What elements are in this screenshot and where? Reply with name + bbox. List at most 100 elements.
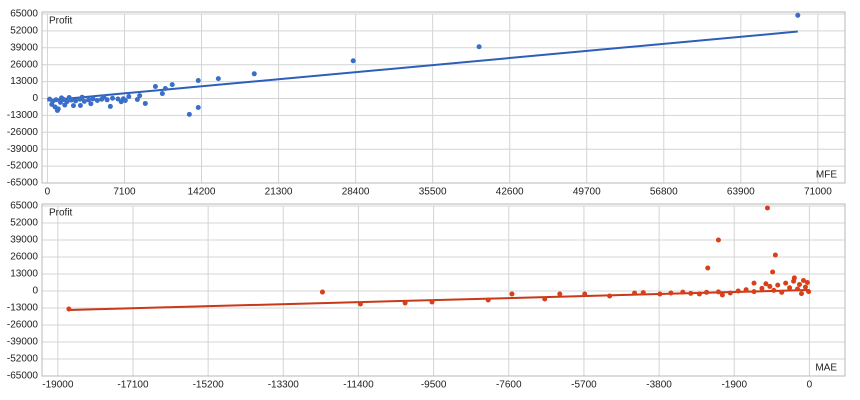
x-tick-label: -9500 (421, 380, 447, 391)
point (57, 99, 63, 105)
x-tick-label: 0 (807, 380, 813, 391)
point (81, 98, 87, 104)
x-tick-label: -7600 (496, 380, 522, 391)
x-tick-label: -11400 (343, 380, 374, 391)
point (53, 97, 59, 103)
point (632, 290, 638, 296)
y-axis-label: Profit (49, 16, 73, 27)
point (787, 285, 793, 291)
point (159, 91, 165, 97)
point (719, 292, 725, 298)
y-tick-label: -65000 (7, 371, 39, 382)
point (429, 299, 435, 305)
y-tick-label: 26000 (10, 252, 38, 263)
y-tick-label: 0 (32, 93, 38, 104)
point (101, 94, 107, 100)
x-tick-label: -5700 (571, 380, 597, 391)
point (802, 284, 808, 290)
y-tick-label: 65000 (10, 9, 38, 20)
point (767, 283, 773, 289)
point (764, 205, 770, 211)
point (118, 99, 124, 105)
point (715, 289, 721, 295)
plot-frame (41, 203, 846, 377)
trend-line (68, 288, 810, 311)
y-tick-label: -26000 (7, 320, 39, 331)
point (542, 296, 548, 302)
point (357, 301, 363, 307)
y-tick-label: 39000 (10, 235, 38, 246)
y-tick-label: -26000 (7, 127, 39, 138)
x-tick-label: 28400 (342, 187, 370, 198)
y-tick-label: -52000 (7, 354, 39, 365)
y-tick-label: 39000 (10, 42, 38, 53)
point (402, 300, 408, 306)
point (727, 290, 733, 296)
point (715, 237, 721, 243)
x-tick-label: 49700 (573, 187, 601, 198)
y-tick-label: 13000 (10, 76, 38, 87)
y-tick-label: 52000 (10, 26, 38, 37)
x-tick-label: 35500 (419, 187, 447, 198)
point (798, 291, 804, 297)
y-tick-label: -39000 (7, 144, 39, 155)
point (657, 291, 663, 297)
point (476, 44, 482, 50)
y-tick-label: -13000 (7, 303, 39, 314)
point (55, 106, 61, 112)
x-axis-label: MAE (815, 363, 837, 374)
point (195, 78, 201, 84)
x-tick-label: 56800 (650, 187, 678, 198)
x-tick-label: -17100 (117, 380, 149, 391)
y-tick-label: -65000 (7, 178, 39, 189)
point (186, 111, 192, 117)
point (134, 97, 140, 103)
point (509, 291, 515, 297)
point (110, 95, 116, 101)
point (668, 290, 674, 296)
y-tick-label: 26000 (10, 59, 38, 70)
x-tick-label: -19000 (42, 380, 74, 391)
x-tick-label: 63900 (727, 187, 755, 198)
point (763, 281, 769, 287)
point (142, 100, 148, 106)
point (770, 269, 776, 275)
point (704, 289, 710, 295)
point (107, 103, 113, 109)
x-axis-label: MFE (816, 170, 837, 181)
point (94, 97, 100, 103)
plot-frame (41, 11, 846, 184)
point (791, 278, 797, 284)
point (735, 288, 741, 294)
point (90, 96, 96, 102)
point (795, 286, 801, 292)
point (557, 291, 563, 297)
point (705, 265, 711, 271)
point (775, 282, 781, 288)
point (62, 102, 68, 108)
point (169, 82, 175, 88)
point (59, 95, 65, 101)
x-tick-label: -15200 (193, 380, 225, 391)
y-tick-label: -13000 (7, 110, 39, 121)
point (195, 104, 201, 110)
y-tick-label: -52000 (7, 161, 39, 172)
x-tick-label: -13300 (268, 380, 300, 391)
x-tick-label: -1900 (721, 380, 747, 391)
point (88, 101, 94, 107)
point (319, 289, 325, 295)
point (779, 289, 785, 295)
point (797, 281, 803, 287)
point (804, 280, 810, 285)
point (751, 280, 757, 286)
y-tick-label: 0 (32, 286, 38, 297)
point (251, 71, 257, 77)
point (70, 103, 76, 109)
point (680, 289, 686, 295)
x-tick-label: 14200 (188, 187, 216, 198)
point (66, 306, 72, 312)
x-tick-label: 21300 (265, 187, 293, 198)
point (743, 287, 749, 293)
point (607, 293, 613, 299)
